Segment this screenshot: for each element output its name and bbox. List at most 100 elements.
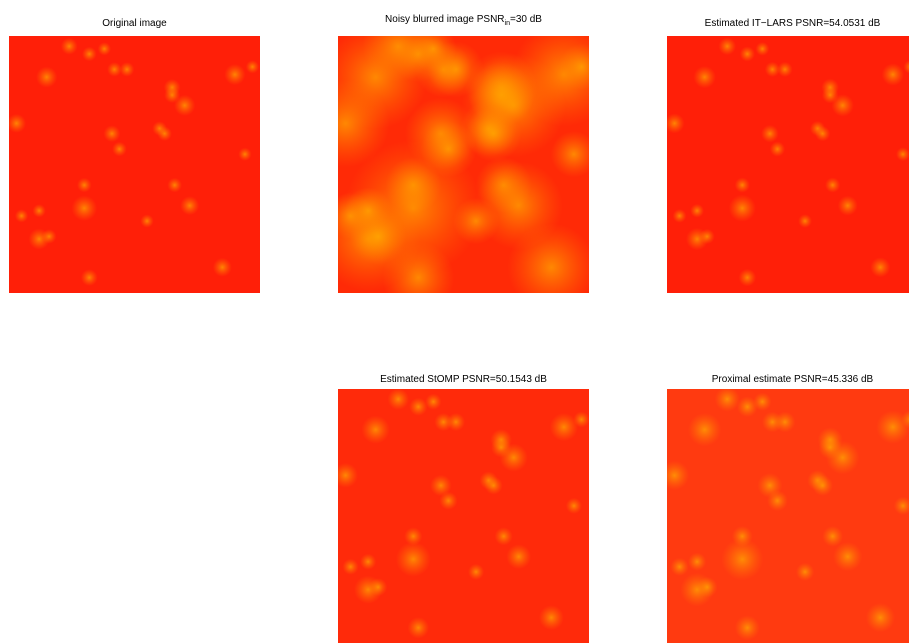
source-halo	[382, 241, 455, 293]
source-blob	[507, 451, 520, 464]
source-blob	[77, 201, 92, 215]
source-blob	[723, 42, 732, 51]
source-blob	[171, 181, 178, 189]
source-blob	[371, 230, 385, 243]
source-blob	[694, 208, 700, 214]
source-blob	[229, 69, 241, 80]
source-blob	[742, 623, 752, 633]
source-blob	[410, 269, 427, 286]
source-blob	[452, 418, 460, 426]
source-blob	[341, 467, 350, 484]
source-blob	[671, 116, 678, 131]
source-blob	[428, 43, 439, 55]
source-blob	[576, 61, 587, 73]
source-blob	[473, 568, 479, 575]
image-it-lars	[667, 36, 909, 293]
source-blob	[508, 195, 529, 216]
source-blob	[693, 558, 701, 565]
source-blob	[743, 403, 752, 411]
source-blob	[546, 612, 557, 623]
source-blob	[85, 273, 94, 282]
source-blob	[338, 107, 353, 140]
source-blob	[818, 481, 827, 490]
astro-image-original	[9, 36, 260, 293]
source-blob	[886, 420, 900, 434]
source-blob	[703, 583, 711, 591]
source-blob	[773, 497, 782, 505]
source-blob	[819, 130, 826, 137]
source-blob	[734, 550, 751, 568]
source-blob	[449, 63, 463, 76]
source-blob	[759, 398, 766, 405]
source-blob	[365, 558, 372, 565]
source-blob	[578, 416, 585, 423]
source-blob	[900, 151, 906, 157]
panel-title-original: Original image	[102, 18, 167, 29]
source-blob	[123, 66, 131, 73]
source-blob	[704, 233, 711, 240]
source-blob	[843, 201, 853, 211]
source-blob	[842, 551, 854, 563]
source-blob	[13, 116, 20, 131]
source-blob	[829, 181, 836, 189]
source-halo	[901, 410, 909, 429]
source-blob	[101, 46, 108, 52]
source-blob	[744, 50, 751, 58]
source-blob	[765, 480, 775, 491]
source-blob	[369, 423, 382, 436]
source-blob	[570, 502, 577, 509]
astro-image-noisy	[338, 36, 589, 293]
source-blob	[41, 71, 52, 83]
astro-image-it-lars	[667, 36, 909, 293]
source-blob	[766, 129, 774, 138]
source-blob	[722, 394, 732, 404]
image-noisy	[338, 36, 589, 293]
image-proximal	[667, 389, 909, 643]
source-blob	[768, 418, 777, 426]
astro-image-stomp	[338, 389, 589, 643]
title-main-noisy: Noisy blurred image PSNR	[385, 14, 505, 25]
source-blob	[185, 201, 195, 211]
source-blob	[887, 69, 899, 80]
source-blob	[116, 145, 123, 153]
source-blob	[781, 418, 789, 426]
source-blob	[430, 398, 437, 405]
source-blob	[801, 568, 809, 576]
source-blob	[86, 50, 93, 58]
source-blob	[405, 551, 421, 567]
source-blob	[676, 213, 683, 219]
source-blob	[781, 66, 789, 73]
source-blob	[81, 181, 88, 189]
title-sub-noisy: in	[504, 20, 510, 27]
source-blob	[513, 551, 524, 562]
source-blob	[670, 466, 679, 485]
astro-image-proximal	[667, 389, 909, 643]
source-blob	[168, 91, 176, 99]
panel-title-proximal: Proximal estimate PSNR=45.336 dB	[711, 374, 874, 385]
source-blob	[541, 257, 562, 278]
source-blob	[249, 64, 256, 70]
panel-title-stomp: Estimated StOMP PSNR=50.1543 dB	[380, 374, 547, 385]
source-blob	[558, 421, 570, 433]
source-blob	[409, 532, 417, 540]
source-blob	[108, 129, 116, 138]
source-halo	[903, 60, 909, 74]
source-blob	[802, 218, 808, 224]
source-blob	[394, 394, 403, 404]
source-blob	[161, 130, 168, 137]
source-blob	[65, 42, 74, 51]
source-blob	[490, 482, 498, 489]
source-halo	[338, 79, 390, 168]
source-blob	[826, 91, 834, 99]
source-blob	[362, 205, 374, 217]
source-blob	[242, 151, 248, 157]
source-blob	[836, 451, 850, 464]
source-halo	[558, 43, 589, 91]
source-blob	[18, 213, 25, 219]
source-blob	[111, 66, 118, 73]
source-blob	[759, 46, 766, 52]
source-blob	[445, 497, 452, 505]
source-blob	[738, 532, 746, 541]
source-blob	[743, 273, 752, 282]
source-blob	[347, 563, 354, 570]
